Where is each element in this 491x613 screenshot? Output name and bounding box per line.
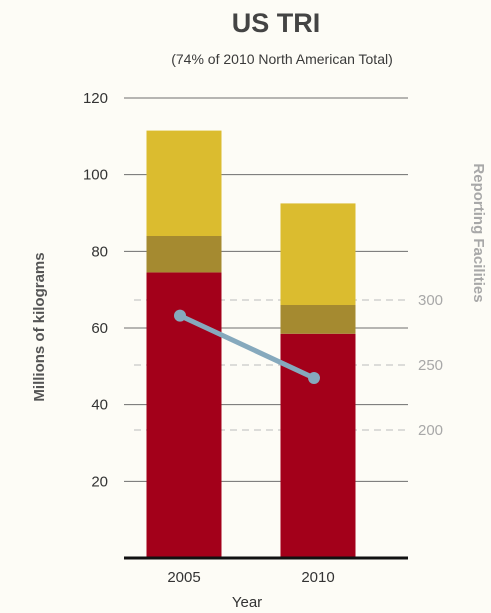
y2-axis-ticks: 200 250 300 xyxy=(418,292,443,439)
chart-title: US TRI xyxy=(232,8,321,38)
x-tick-label: 2010 xyxy=(301,569,334,586)
bar-segment xyxy=(146,130,222,236)
facilities-point xyxy=(308,372,320,384)
bars xyxy=(146,130,356,558)
y-axis-label: Millions of kilograms xyxy=(31,252,48,401)
x-tick-label: 2005 xyxy=(167,569,200,586)
bar-segment xyxy=(280,333,356,558)
y-axis-ticks: 20 40 60 80 100 120 xyxy=(83,90,108,490)
bar-segment xyxy=(280,203,356,305)
facilities-point xyxy=(174,309,186,322)
y2-tick-label: 200 xyxy=(418,422,443,439)
facilities-line-path xyxy=(177,313,317,381)
x-axis-ticks: 2005 2010 xyxy=(167,569,334,586)
y2-axis-label: Reporting Facilities xyxy=(470,163,487,302)
y-tick-label: 100 xyxy=(83,167,108,184)
bar-segment xyxy=(146,236,222,273)
y-tick-label: 60 xyxy=(91,320,108,337)
y2-tick-label: 300 xyxy=(418,292,443,309)
facilities-line xyxy=(174,309,320,384)
bar-segment xyxy=(280,305,356,334)
y-tick-label: 120 xyxy=(83,90,108,107)
chart-subtitle: (74% of 2010 North American Total) xyxy=(171,51,393,67)
y2-tick-label: 250 xyxy=(418,357,443,374)
y-tick-label: 80 xyxy=(91,243,108,260)
y-tick-label: 40 xyxy=(91,397,108,414)
y-tick-label: 20 xyxy=(91,473,108,490)
x-axis-label: Year xyxy=(232,594,262,611)
